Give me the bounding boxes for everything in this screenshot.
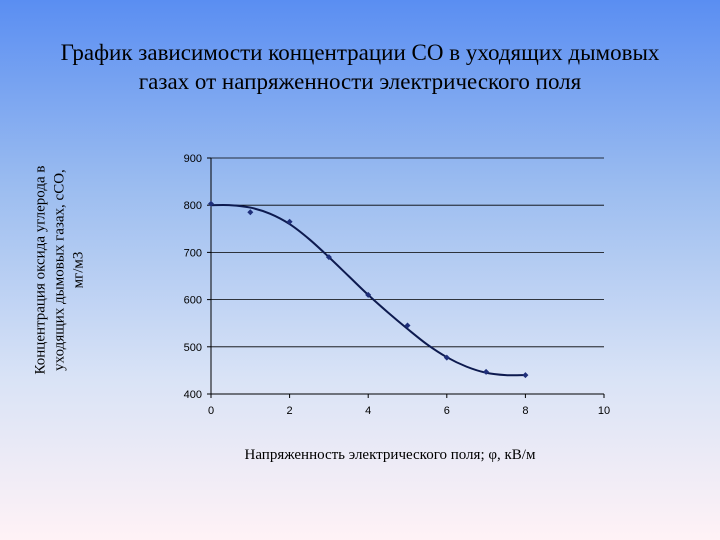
data-point-7 bbox=[483, 368, 490, 375]
x-tick-label-0: 0 bbox=[208, 405, 214, 417]
y-tick-label-3: 700 bbox=[184, 247, 202, 259]
data-point-1 bbox=[247, 209, 254, 216]
x-tick-label-4: 8 bbox=[522, 405, 528, 417]
data-point-2 bbox=[286, 218, 293, 225]
data-point-4 bbox=[365, 291, 372, 298]
x-axis-label: Напряженность электрического поля; φ, кВ… bbox=[244, 447, 536, 463]
trendline-curve bbox=[210, 204, 526, 377]
data-point-5 bbox=[404, 322, 411, 329]
x-tick-label-1: 2 bbox=[287, 405, 293, 417]
y-tick-label-4: 800 bbox=[184, 200, 202, 212]
y-tick-label-2: 600 bbox=[184, 295, 202, 307]
x-tick-label-2: 4 bbox=[365, 405, 371, 417]
data-point-8 bbox=[522, 372, 529, 379]
data-point-6 bbox=[443, 354, 450, 361]
x-tick-label-3: 6 bbox=[444, 405, 450, 417]
data-point-0 bbox=[208, 200, 214, 207]
chart-title-line-1: График зависимости концентрации СО в ухо… bbox=[60, 40, 660, 65]
y-tick-label-5: 900 bbox=[184, 153, 202, 165]
chart-title: График зависимости концентрации СО в ухо… bbox=[0, 38, 720, 96]
chart-title-line-2: газах от напряженности электрического по… bbox=[138, 69, 582, 94]
y-tick-label-0: 400 bbox=[184, 389, 202, 401]
data-point-3 bbox=[325, 254, 332, 261]
y-tick-label-1: 500 bbox=[184, 342, 202, 354]
x-tick-label-5: 10 bbox=[598, 405, 610, 417]
